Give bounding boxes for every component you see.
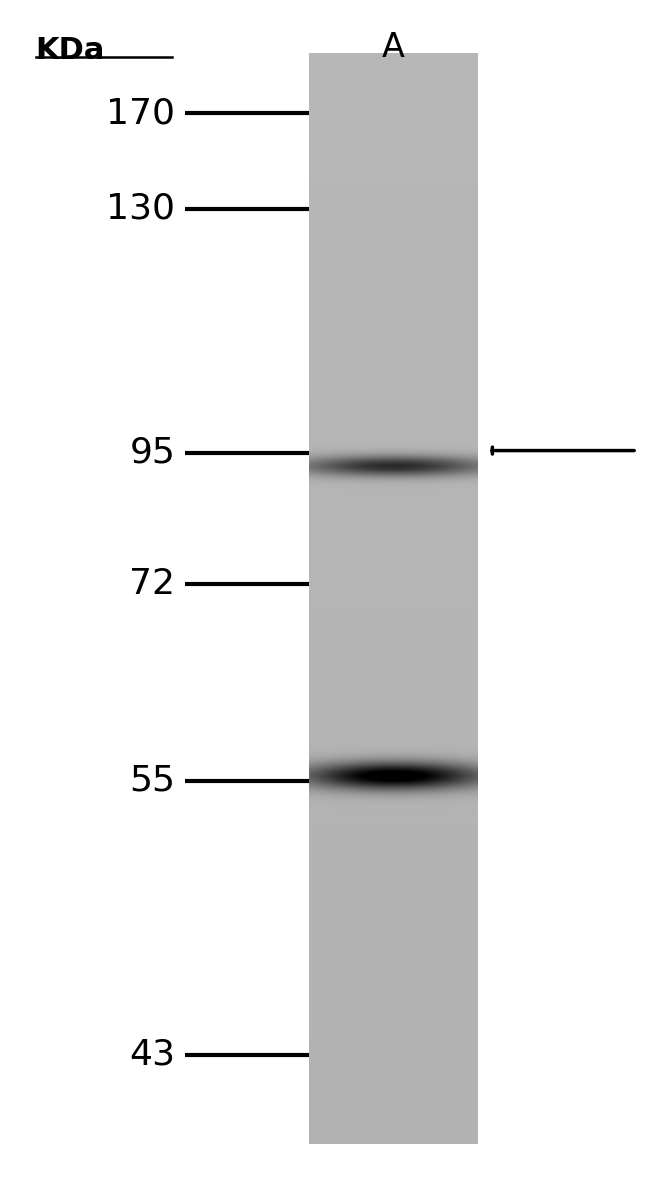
Text: A: A xyxy=(382,31,405,64)
Text: 170: 170 xyxy=(107,97,176,130)
Text: 95: 95 xyxy=(129,436,176,470)
Text: 130: 130 xyxy=(107,192,176,225)
Text: KDa: KDa xyxy=(36,36,105,64)
Text: 43: 43 xyxy=(129,1038,176,1072)
Text: 55: 55 xyxy=(129,764,176,797)
Text: 72: 72 xyxy=(129,567,176,601)
